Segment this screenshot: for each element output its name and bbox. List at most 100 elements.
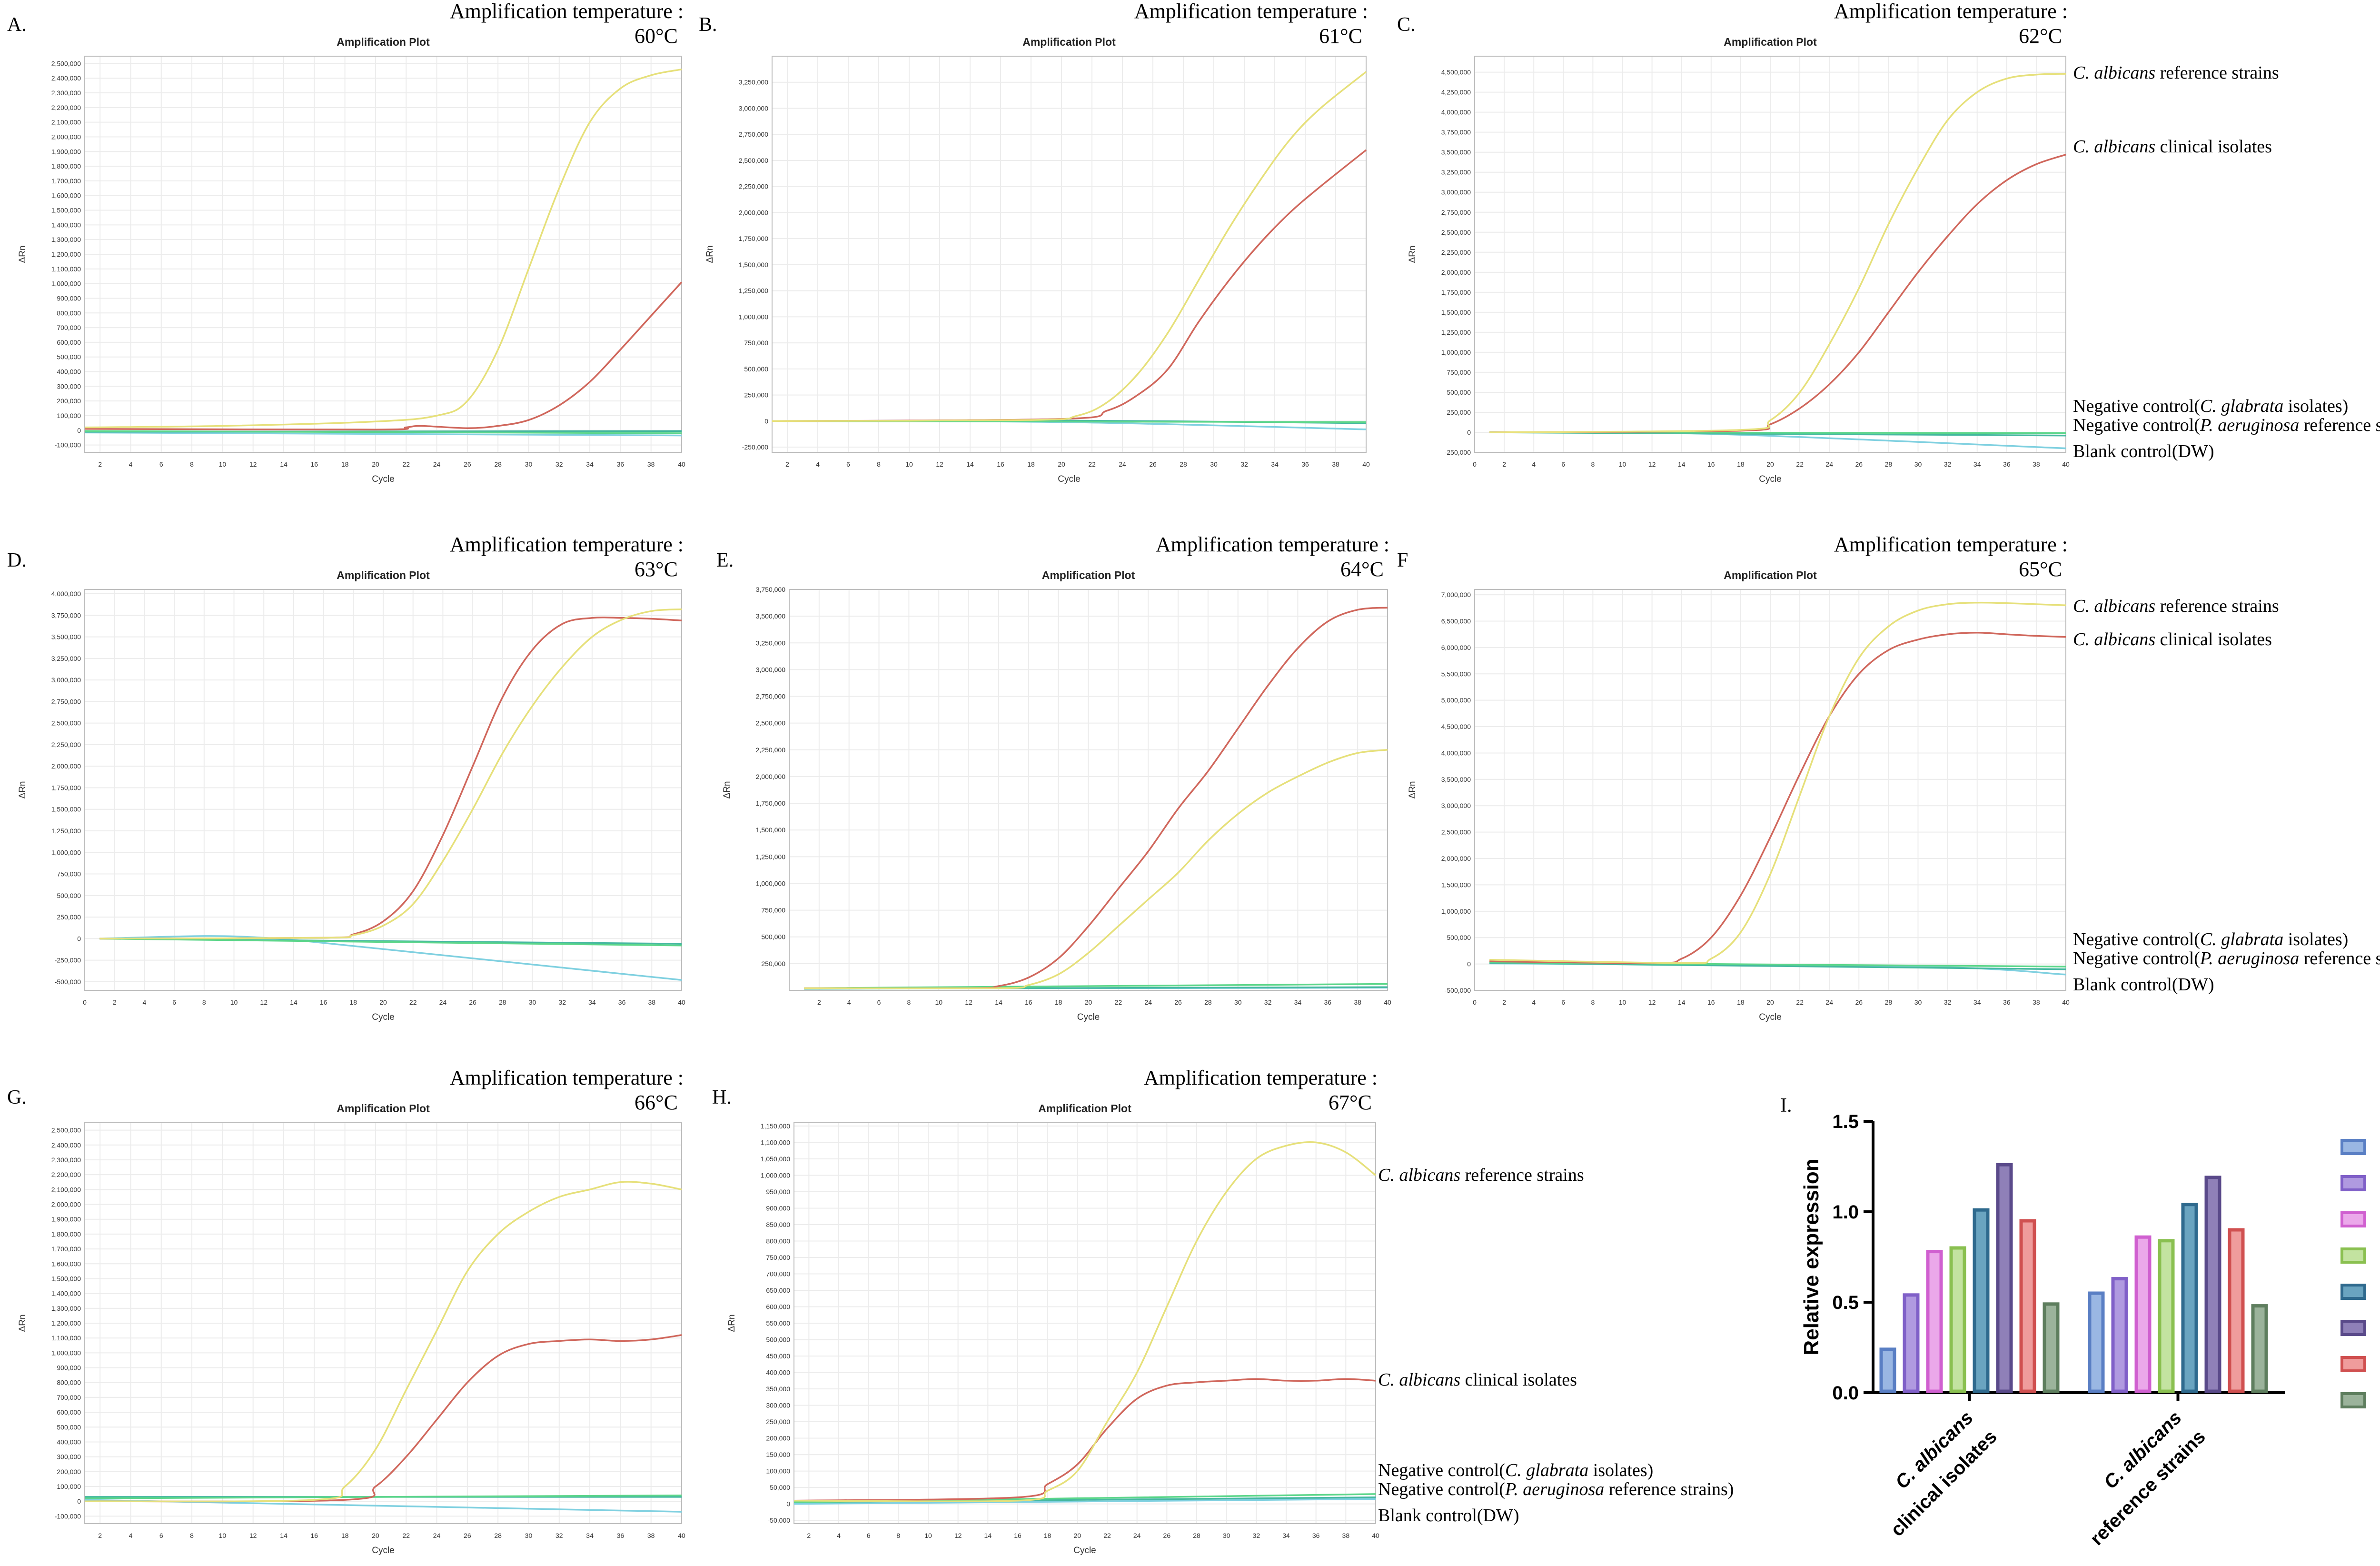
y-axis-label: ΔRn — [1408, 781, 1418, 799]
series-line — [99, 938, 682, 947]
plot-title: Amplification Plot — [337, 1102, 430, 1115]
y-tick-label: 200,000 — [57, 397, 81, 405]
y-tick-label: 1,000,000 — [51, 1349, 81, 1357]
y-tick-label: 1,100,000 — [761, 1138, 790, 1146]
y-tick-label: 0 — [77, 935, 81, 942]
x-tick-label: 26 — [464, 1532, 471, 1539]
y-tick-label: 7,000,000 — [1441, 591, 1471, 598]
panel-letter: B. — [699, 14, 717, 36]
y-tick-label: 3,000,000 — [739, 104, 768, 112]
y-tick-label: 0 — [77, 427, 81, 434]
series-line — [793, 1141, 1377, 1502]
y-tick-label: 2,500,000 — [739, 157, 768, 164]
x-tick-label: 10 — [905, 460, 913, 468]
x-tick-label: 22 — [1796, 460, 1804, 468]
x-tick-label: 4 — [816, 460, 820, 468]
y-tick-label: 1,000,000 — [51, 848, 81, 856]
y-tick-label: 2,750,000 — [756, 693, 785, 700]
legend-swatch — [2340, 1175, 2366, 1191]
x-tick-label: 28 — [499, 998, 506, 1006]
series-line — [84, 1334, 682, 1503]
x-tick-label: 6 — [846, 460, 850, 468]
x-tick-label: 28 — [494, 1532, 502, 1539]
panel-h: H. Amplification temperature :67°C Amplifi… — [712, 1066, 1379, 1556]
y-tick-label: 750,000 — [761, 907, 785, 914]
bar — [2134, 1235, 2152, 1393]
x-tick-label: 18 — [341, 1532, 349, 1539]
y-tick-label: 1,750,000 — [756, 799, 785, 807]
panel-g: G. Amplification temperature :66°C Amplifi… — [7, 1066, 685, 1556]
y-tick-label: 2,500,000 — [1441, 828, 1471, 836]
x-tick-label: 4 — [837, 1532, 841, 1539]
y-tick-label: 2,750,000 — [1441, 209, 1471, 216]
x-tick-label: 34 — [1973, 998, 1981, 1006]
x-tick-label: 38 — [647, 1532, 655, 1539]
y-tick-label: 1,250,000 — [51, 827, 81, 835]
y-tick-label: 3,250,000 — [51, 655, 81, 662]
x-tick-label: 6 — [867, 1532, 871, 1539]
y-tick-label: 1.0 — [1832, 1202, 1859, 1223]
y-tick-label: 2,000,000 — [51, 762, 81, 770]
y-axis-label: ΔRn — [705, 246, 715, 263]
x-tick-label: 12 — [249, 460, 257, 468]
x-tick-label: 32 — [555, 1532, 563, 1539]
y-tick-label: 2,500,000 — [51, 60, 81, 67]
y-tick-label: 2,000,000 — [1441, 855, 1471, 862]
y-tick-label: -500,000 — [1445, 987, 1471, 994]
y-tick-label: 6,000,000 — [1441, 644, 1471, 651]
x-tick-label: 34 — [586, 1532, 594, 1539]
x-tick-label: 16 — [311, 1532, 318, 1539]
y-tick-label: 1,000,000 — [756, 879, 785, 887]
plot-frame — [84, 589, 682, 991]
y-tick-label: 2,400,000 — [51, 1141, 81, 1149]
y-tick-label: -100,000 — [55, 1512, 81, 1520]
x-tick-label: 28 — [1193, 1532, 1200, 1539]
panel-letter: F — [1397, 549, 1408, 571]
temperature-value: 63°C — [635, 558, 678, 581]
curve-label-part: Negative control( — [2073, 396, 2200, 416]
x-tick-label: 6 — [1561, 998, 1565, 1006]
y-tick-label: 2,300,000 — [51, 1156, 81, 1164]
x-tick-label: 20 — [379, 998, 387, 1006]
x-tick-label: 38 — [1354, 998, 1361, 1006]
x-tick-label: 2 — [1502, 460, 1506, 468]
x-tick-label: 40 — [1384, 998, 1391, 1006]
y-tick-label: 550,000 — [766, 1319, 790, 1327]
curve-label-part: Negative control( — [2073, 415, 2200, 435]
x-tick-label: 6 — [877, 998, 881, 1006]
x-tick-label: 34 — [586, 460, 594, 468]
x-tick-label: 4 — [1532, 460, 1536, 468]
x-tick-label: 20 — [1766, 460, 1774, 468]
y-tick-label: 800,000 — [57, 309, 81, 317]
y-tick-label: 300,000 — [766, 1402, 790, 1409]
bar — [1973, 1208, 1990, 1393]
temperature-value: 60°C — [635, 24, 678, 48]
curve-label-part: reference strains — [2155, 63, 2279, 83]
y-tick-label: 500,000 — [1447, 934, 1471, 941]
curve-label-part: C. glabrata — [1505, 1460, 1588, 1480]
x-tick-label: 16 — [1707, 460, 1715, 468]
x-tick-label: 40 — [678, 1532, 685, 1539]
temperature-label: Amplification temperature : — [1134, 0, 1368, 23]
x-tick-label: 14 — [280, 1532, 288, 1539]
x-tick-label: 2 — [98, 460, 102, 468]
curve-label-part: C. glabrata — [2200, 929, 2283, 949]
y-tick-label: 2,500,000 — [51, 719, 81, 727]
x-tick-label: 10 — [230, 998, 238, 1006]
bar — [1879, 1347, 1896, 1393]
temperature-label: Amplification temperature : — [1834, 0, 2068, 23]
y-tick-label: 2,000,000 — [756, 773, 785, 780]
y-tick-label: 1,000,000 — [761, 1171, 790, 1179]
curve-label-part: P. aeruginosa — [2200, 415, 2299, 435]
x-tick-label: 22 — [1103, 1532, 1111, 1539]
y-axis-label: ΔRn — [18, 246, 28, 263]
y-tick-label: 3,000,000 — [1441, 802, 1471, 809]
x-tick-label: 28 — [1180, 460, 1187, 468]
y-tick-label: 2,500,000 — [1441, 229, 1471, 236]
x-tick-label: 24 — [433, 1532, 441, 1539]
curve-label: Blank control(DW) — [2073, 975, 2214, 995]
curve-label: C. albicans reference strains — [1378, 1165, 1584, 1185]
legend-swatch — [2340, 1320, 2366, 1336]
curve-label-part: clinical isolates — [1460, 1370, 1577, 1390]
y-tick-label: 1,050,000 — [761, 1155, 790, 1163]
